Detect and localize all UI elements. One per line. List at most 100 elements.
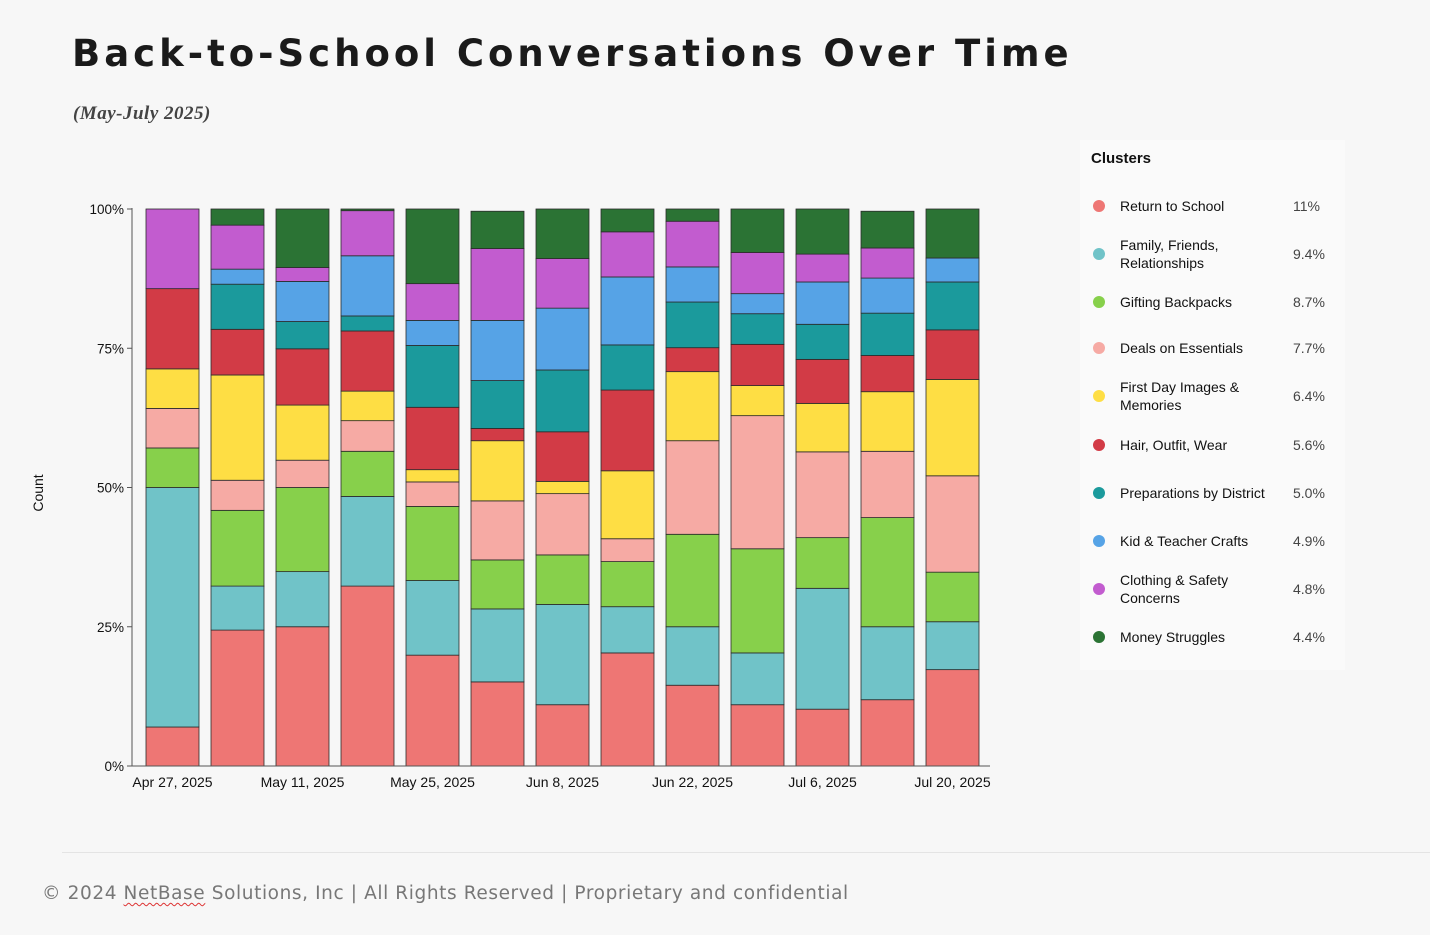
bar-segment [145, 288, 200, 370]
footer-copyright: © 2024 NetBase Solutions, Inc | All Righ… [42, 883, 849, 904]
bar-segment [405, 345, 460, 408]
bar-segment [600, 208, 655, 233]
bar-segment [535, 480, 590, 495]
y-axis-label: Count [30, 474, 46, 511]
bar-segment [470, 210, 525, 249]
bar-segment [275, 404, 330, 461]
bar-segment [860, 277, 915, 314]
page-title: Back-to-School Conversations Over Time [72, 32, 1073, 75]
bar-segment [665, 684, 720, 767]
bar-segment [665, 440, 720, 535]
bar-segment [275, 321, 330, 350]
x-tick-label: Jul 20, 2025 [914, 774, 990, 790]
legend-swatch [1093, 535, 1105, 547]
bar-segment [925, 281, 980, 331]
bar-segment [145, 208, 200, 290]
x-tick-label: Jun 22, 2025 [652, 774, 733, 790]
stacked-bar-chart: 0% 25% 50% 75% 100% Apr 27, 2025 May 11, 2025 M… [30, 202, 991, 790]
legend-swatch [1093, 296, 1105, 308]
bar-segment [470, 380, 525, 429]
bar-segment [470, 500, 525, 561]
bar-segment [925, 475, 980, 573]
bar-segment [730, 704, 785, 767]
legend-swatch [1093, 342, 1105, 354]
bar-segment [210, 224, 265, 270]
y-tick-label: 100% [89, 202, 124, 217]
x-tick-label: May 25, 2025 [390, 774, 475, 790]
bar-segment [795, 208, 850, 255]
bar-segment [600, 231, 655, 278]
bar-segment [340, 330, 395, 392]
bar-segment [405, 406, 460, 471]
axes-layer: 0% 25% 50% 75% 100% Apr 27, 2025 May 11, 2025 M… [89, 202, 990, 790]
bar-segment [535, 431, 590, 482]
bar-segment [600, 561, 655, 608]
bar-segment [860, 355, 915, 393]
legend-swatch [1093, 583, 1105, 595]
y-tick-label: 50% [97, 481, 124, 496]
bar-segment [340, 450, 395, 497]
bar-segment [860, 312, 915, 356]
bar-segment [730, 415, 785, 550]
footer-suffix: Solutions, Inc | All Rights Reserved | P… [205, 883, 849, 904]
bar-segment [275, 348, 330, 406]
bar-segment [795, 587, 850, 710]
bar-segment [730, 385, 785, 417]
bar-segment [405, 654, 460, 767]
x-tick-label: Apr 27, 2025 [132, 774, 212, 790]
bar-segment [535, 258, 590, 309]
footer-prefix: © 2024 [42, 883, 124, 904]
bar-segment [925, 621, 980, 671]
legend-item: Return to School 11% [1080, 186, 1345, 226]
legend-title: Clusters [1091, 150, 1152, 167]
bar-segment [665, 626, 720, 686]
legend-label: Hair, Outfit, Wear [1120, 437, 1228, 453]
bar-segment [210, 479, 265, 511]
legend-item: Deals on Essentials 7.7% [1080, 328, 1345, 368]
bar-segment [340, 315, 395, 332]
bar-segment [925, 257, 980, 283]
bar-segment [665, 533, 720, 628]
bar-segment [210, 509, 265, 587]
bar-segment [795, 451, 850, 539]
bar-segment [795, 402, 850, 453]
bar-segment [210, 629, 265, 767]
bars-layer [145, 208, 980, 767]
footer-divider [62, 852, 1430, 853]
bar-segment [340, 390, 395, 422]
y-tick-label: 75% [97, 341, 124, 356]
bar-segment [600, 538, 655, 562]
legend-item: Money Struggles 4.4% [1080, 617, 1345, 657]
legend-percentage: 8.7% [1293, 294, 1325, 310]
bar-segment [340, 496, 395, 587]
bar-segment [145, 487, 200, 728]
bar-segment [730, 343, 785, 386]
bar-segment [145, 408, 200, 449]
legend-percentage: 5.6% [1293, 437, 1325, 453]
bar-segment [340, 255, 395, 317]
bar-segment [600, 276, 655, 346]
bar-segment [340, 210, 395, 257]
bar-segment [275, 571, 330, 628]
bar-segment [210, 283, 265, 330]
bar-segment [210, 268, 265, 285]
bar-segment [795, 537, 850, 589]
bar-segment [925, 571, 980, 623]
legend-percentage: 4.8% [1293, 581, 1325, 597]
legend-percentage: 5.0% [1293, 485, 1325, 501]
bar-segment [470, 319, 525, 381]
legend-label: Return to School [1120, 198, 1225, 214]
legend-label: First Day Images & Memories [1120, 379, 1240, 413]
legend-item: Clothing & Safety Concerns 4.8% [1080, 569, 1345, 609]
bar-segment [730, 652, 785, 706]
bar-segment [470, 608, 525, 683]
legend-item: Preparations by District 5.0% [1080, 473, 1345, 513]
legend-swatch [1093, 248, 1105, 260]
legend-item: Family, Friends, Relationships 9.4% [1080, 234, 1345, 274]
legend-item: Gifting Backpacks 8.7% [1080, 282, 1345, 322]
y-tick-label: 0% [104, 759, 124, 774]
bar-segment [600, 470, 655, 540]
bar-segment [730, 548, 785, 654]
legend-item: First Day Images & Memories 6.4% [1080, 376, 1345, 416]
x-tick-label: Jul 6, 2025 [788, 774, 857, 790]
